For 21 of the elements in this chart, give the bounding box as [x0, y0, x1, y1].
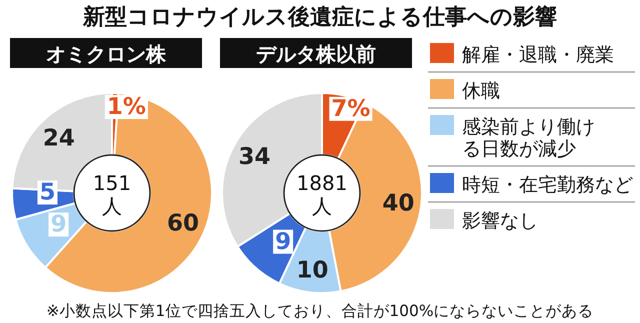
- legend-label: 休職: [462, 80, 500, 102]
- data-label: 40: [382, 190, 414, 217]
- data-label: 1%: [106, 94, 146, 120]
- data-label: 24: [42, 125, 75, 152]
- chart-title: 新型コロナウイルス後遺症による仕事への影響: [82, 4, 557, 30]
- data-label: 60: [167, 210, 200, 237]
- legend-label: 感染前より働ける日数が減少: [462, 116, 595, 160]
- text: 151人: [92, 171, 132, 218]
- data-label: 5: [39, 180, 56, 206]
- data-label: 10: [296, 257, 328, 284]
- legend-label: 時短・在宅勤務など: [462, 174, 633, 196]
- data-label: 9: [50, 212, 67, 238]
- legend-label: 影響なし: [462, 210, 538, 232]
- data-label: 9: [275, 228, 292, 255]
- text: ※小数点以下第1位で四捨五入しており、合計が100%にならないことがある: [46, 302, 594, 320]
- data-label: 34: [238, 144, 271, 170]
- data-label: 7%: [331, 96, 370, 122]
- legend-label: 解雇・退職・廃業: [462, 44, 614, 66]
- chart-subtitle: オミクロン株: [46, 42, 167, 66]
- text: 1881人: [296, 171, 348, 218]
- chart-subtitle: デルタ株以前: [256, 42, 376, 66]
